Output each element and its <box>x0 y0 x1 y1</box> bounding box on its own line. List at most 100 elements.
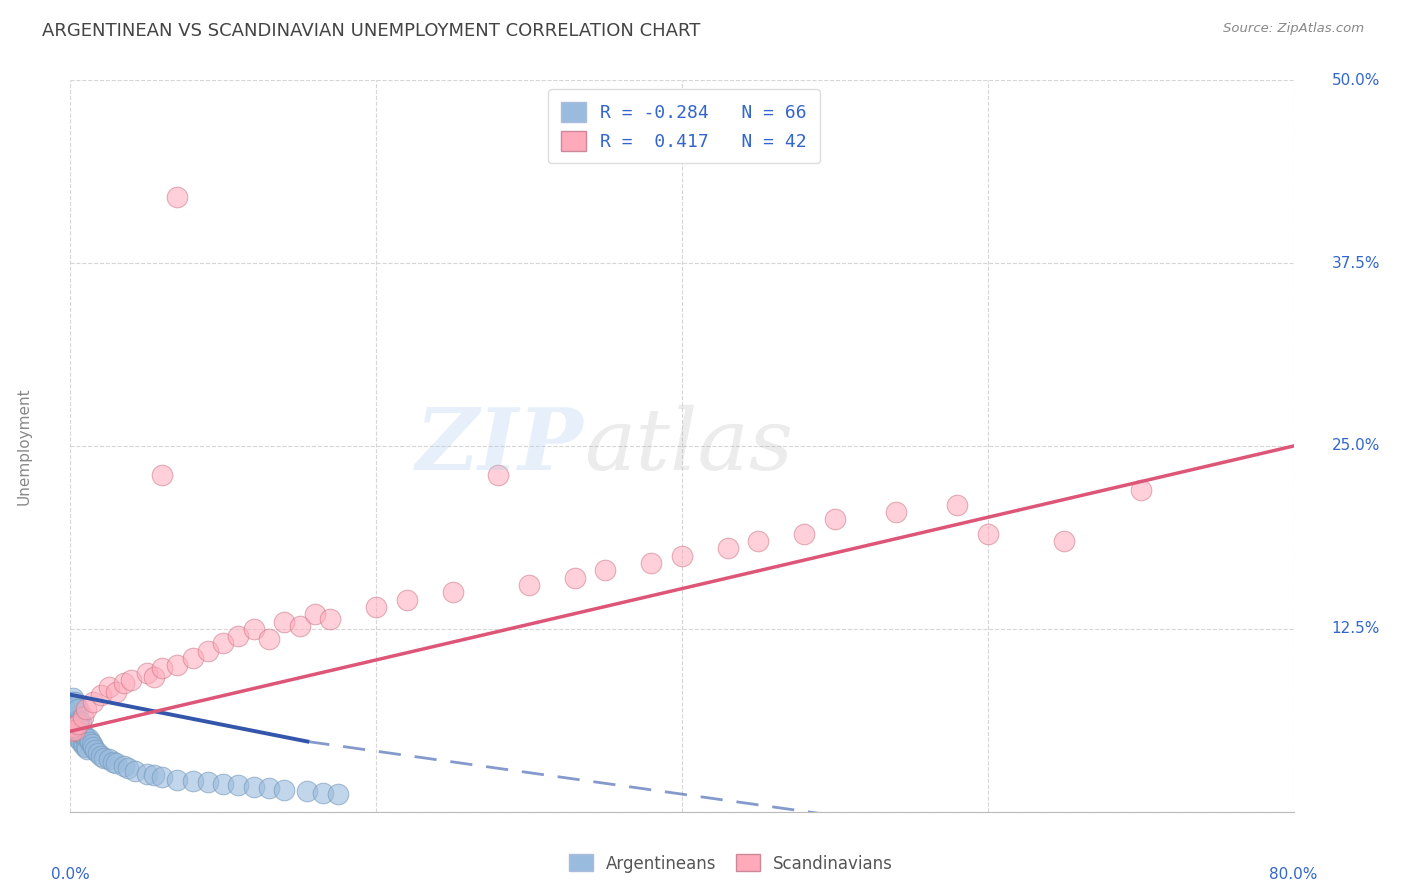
Text: 80.0%: 80.0% <box>1270 867 1317 882</box>
Point <box>62 717 84 731</box>
Point <box>63 720 86 734</box>
Point <box>72 709 94 723</box>
Point <box>60 724 83 739</box>
Point <box>135 665 157 680</box>
Text: 12.5%: 12.5% <box>1331 622 1381 636</box>
Point <box>62 706 84 721</box>
Point <box>66 702 89 716</box>
Point <box>60 699 83 714</box>
Point <box>70 725 93 739</box>
Point <box>73 729 96 743</box>
Point <box>62 720 84 734</box>
Point <box>60 702 83 716</box>
Point <box>75 730 97 744</box>
Point <box>288 619 311 633</box>
Point <box>197 775 219 789</box>
Point <box>1129 483 1152 497</box>
Point <box>62 702 84 716</box>
Point <box>297 784 319 798</box>
Point <box>63 695 86 709</box>
Legend: Argentineans, Scandinavians: Argentineans, Scandinavians <box>562 847 900 880</box>
Point <box>311 786 333 800</box>
Point <box>70 734 93 748</box>
Point <box>640 556 662 570</box>
Point <box>228 629 250 643</box>
Point <box>181 774 204 789</box>
Point <box>166 190 188 204</box>
Point <box>63 702 86 716</box>
Point <box>326 787 349 801</box>
Point <box>166 772 188 787</box>
Point <box>166 658 188 673</box>
Point <box>143 768 166 782</box>
Point <box>946 498 969 512</box>
Point <box>124 764 146 778</box>
Point <box>60 709 83 723</box>
Point <box>82 695 104 709</box>
Point <box>181 651 204 665</box>
Point <box>105 685 128 699</box>
Point <box>212 636 235 650</box>
Point <box>273 782 295 797</box>
Point <box>79 734 101 748</box>
Text: Unemployment: Unemployment <box>17 387 31 505</box>
Point <box>564 571 586 585</box>
Point <box>112 759 135 773</box>
Point <box>65 724 87 739</box>
Point <box>90 688 112 702</box>
Point <box>884 505 907 519</box>
Point <box>150 468 173 483</box>
Point <box>60 705 83 719</box>
Point <box>793 526 815 541</box>
Point <box>121 673 143 687</box>
Point <box>62 690 84 705</box>
Point <box>90 749 112 764</box>
Point <box>69 723 91 737</box>
Point <box>105 756 128 771</box>
Text: 37.5%: 37.5% <box>1331 256 1381 270</box>
Point <box>273 615 295 629</box>
Point <box>319 612 342 626</box>
Point <box>62 698 84 712</box>
Point <box>72 727 94 741</box>
Point <box>1053 534 1076 549</box>
Point <box>366 599 388 614</box>
Point <box>150 770 173 784</box>
Point <box>63 714 86 728</box>
Point <box>69 714 91 728</box>
Point <box>747 534 769 549</box>
Point <box>66 722 89 736</box>
Point <box>304 607 326 622</box>
Point <box>395 592 418 607</box>
Point <box>257 781 280 796</box>
Point <box>243 622 266 636</box>
Text: 0.0%: 0.0% <box>51 867 90 882</box>
Text: ZIP: ZIP <box>416 404 583 488</box>
Point <box>66 713 89 727</box>
Point <box>197 644 219 658</box>
Point <box>75 702 97 716</box>
Point <box>62 713 84 727</box>
Point <box>80 738 103 752</box>
Point <box>228 778 250 792</box>
Point <box>97 752 120 766</box>
Point <box>441 585 464 599</box>
Point <box>93 750 115 764</box>
Point <box>63 708 86 723</box>
Point <box>83 743 105 757</box>
Point <box>76 741 98 756</box>
Point <box>70 715 93 730</box>
Point <box>97 681 120 695</box>
Point <box>824 512 846 526</box>
Point <box>671 549 693 563</box>
Point <box>72 736 94 750</box>
Point <box>82 740 104 755</box>
Point <box>212 777 235 791</box>
Point <box>60 717 83 731</box>
Point <box>517 578 540 592</box>
Point <box>243 780 266 794</box>
Point <box>66 717 89 731</box>
Text: Source: ZipAtlas.com: Source: ZipAtlas.com <box>1223 22 1364 36</box>
Point <box>87 746 110 760</box>
Text: ARGENTINEAN VS SCANDINAVIAN UNEMPLOYMENT CORRELATION CHART: ARGENTINEAN VS SCANDINAVIAN UNEMPLOYMENT… <box>42 22 700 40</box>
